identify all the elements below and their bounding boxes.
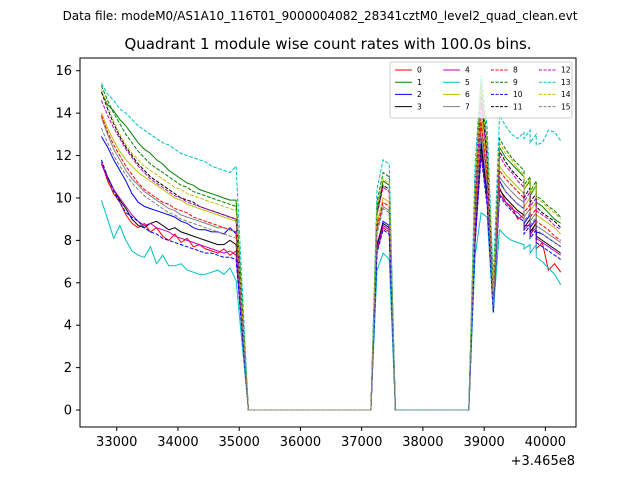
plot-frame [79,57,577,428]
series-line-10 [100,155,561,411]
legend-box [389,61,573,119]
legend-label: 5 [465,78,470,87]
y-tick-label: 10 [55,191,72,206]
chart-title: Quadrant 1 module wise count rates with … [124,35,531,53]
legend-label: 4 [465,66,470,75]
x-tick-label: 37000 [341,435,382,450]
series-line-15 [100,127,561,411]
legend-label: 3 [417,102,422,111]
x-tick-label: 33000 [96,435,137,450]
x-offset-label: +3.465e8 [511,454,575,469]
legend-label: 15 [561,102,571,111]
y-tick-label: 2 [64,361,72,376]
x-tick-label: 36000 [280,435,321,450]
series-line-12 [100,100,561,411]
series-line-13 [100,74,562,411]
axes-layer: 33000 34000 35000 36000 37000 38000 39000 40000… [55,64,566,450]
y-tick-label: 14 [55,107,72,122]
x-tick-label: 39000 [463,435,504,450]
series-line-14 [100,87,562,411]
y-tick-label: 6 [64,276,72,291]
y-tick-label: 4 [64,319,72,334]
legend-label: 0 [417,66,422,75]
x-tick-label: 34000 [157,435,198,450]
legend-label: 10 [513,90,523,99]
legend-label: 2 [417,90,422,99]
x-tick-label: 40000 [525,435,566,450]
x-tick-label: 38000 [402,435,443,450]
legend-label: 8 [513,66,518,75]
legend-label: 6 [465,90,470,99]
legend-label: 7 [465,102,470,111]
legend-label: 12 [561,66,571,75]
y-tick-label: 0 [64,404,72,419]
legend-label: 9 [513,78,518,87]
series-layer [100,74,562,411]
y-tick-label: 8 [64,234,72,249]
legend-label: 1 [417,78,422,87]
x-tick-label: 35000 [219,435,260,450]
legend-label: 11 [513,102,523,111]
y-tick-label: 12 [55,149,72,164]
legend-label: 14 [561,90,571,99]
y-tick-label: 16 [55,64,72,79]
chart-suptitle: Data file: modeM0/AS1A10_116T01_90000040… [63,9,578,23]
legend-label: 13 [561,78,571,87]
